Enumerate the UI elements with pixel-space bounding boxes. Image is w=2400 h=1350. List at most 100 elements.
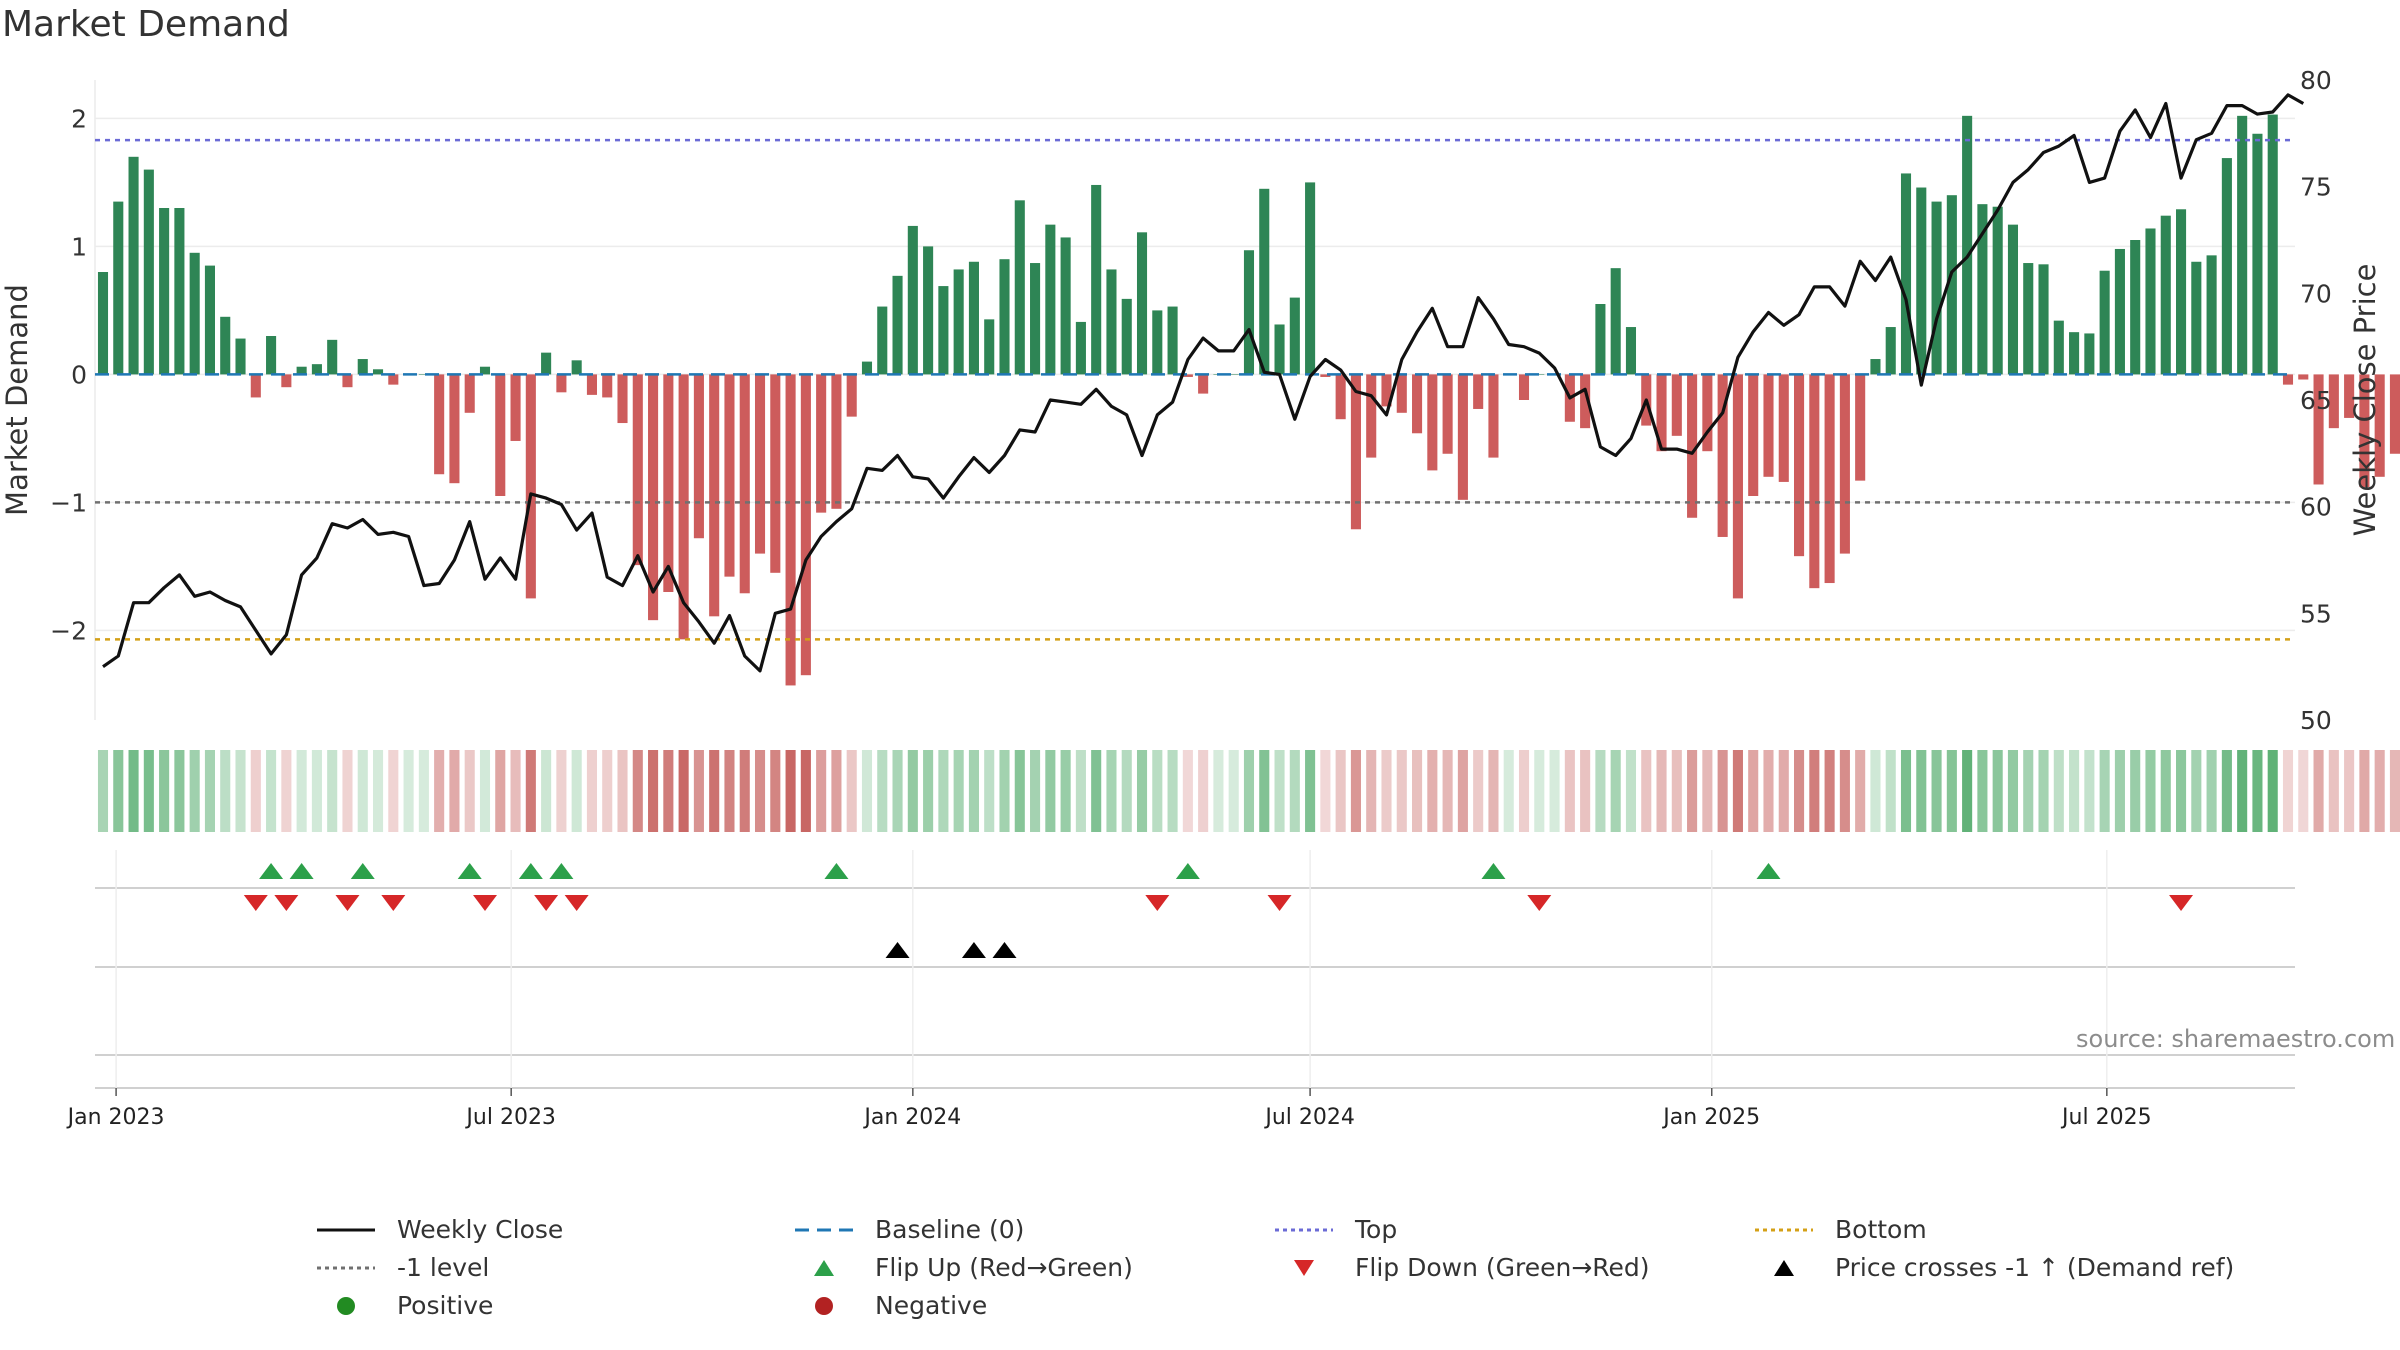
x-tick-label: Jul 2024	[1263, 1105, 1355, 1130]
positive-bar	[2007, 224, 2019, 375]
left-axis-label: Market Demand	[0, 284, 34, 516]
positive-bar	[953, 269, 964, 375]
heat-cell	[648, 750, 659, 832]
negative-bar	[525, 374, 536, 599]
heat-cell	[1916, 750, 1927, 832]
positive-bar	[2267, 114, 2278, 375]
flip-down-marker	[564, 895, 589, 911]
positive-bar	[938, 286, 949, 375]
positive-bar	[1610, 268, 1621, 375]
heat-cell	[2007, 750, 2019, 832]
positive-bar	[266, 336, 277, 375]
positive-bar	[128, 156, 139, 375]
negative-bar	[1335, 374, 1346, 420]
flip-up-marker	[549, 863, 574, 879]
heat-cell	[816, 750, 827, 832]
heat-cell	[372, 750, 384, 832]
flip-down-marker	[381, 895, 406, 911]
heat-cell	[1931, 750, 1942, 832]
heat-cell	[678, 750, 689, 832]
heat-cell	[1885, 750, 1896, 832]
heat-cell	[877, 750, 888, 832]
heat-cell	[770, 750, 781, 832]
negative-bar	[342, 374, 353, 388]
negative-bar	[632, 374, 643, 566]
positive-bar	[1625, 327, 1637, 375]
positive-bar	[1977, 204, 1988, 375]
negative-bar	[816, 374, 827, 513]
legend-label: Flip Down (Green→Red)	[1355, 1253, 1650, 1282]
heat-cell	[1106, 750, 1117, 832]
positive-bar	[1992, 206, 2003, 375]
heat-cell	[2344, 750, 2355, 832]
heat-cell	[174, 750, 185, 832]
heat-cell	[1946, 750, 1957, 832]
heat-cell	[2313, 750, 2324, 832]
heat-cell	[2099, 750, 2110, 832]
legend-label: Top	[1355, 1215, 1398, 1244]
negative-bar	[1778, 374, 1789, 482]
positive-bar	[418, 374, 429, 375]
heat-cell	[1152, 750, 1163, 832]
heat-cell	[2237, 750, 2248, 832]
negative-bar	[388, 374, 399, 385]
flip-up-marker	[259, 863, 284, 879]
heat-cell	[479, 750, 491, 832]
heat-cell	[418, 750, 429, 832]
positive-bar	[892, 275, 903, 375]
heat-cell	[632, 750, 643, 832]
heat-cell	[1962, 750, 1973, 832]
heat-cell	[724, 750, 735, 832]
negative-bar	[678, 374, 689, 640]
negative-bar	[754, 374, 766, 554]
negative-bar	[602, 374, 613, 398]
negative-bar	[663, 374, 674, 592]
negative-bar	[831, 374, 842, 509]
positive-bar	[1534, 374, 1545, 375]
positive-bar	[143, 169, 154, 375]
heat-cell	[1794, 750, 1805, 832]
left-tick-label: 0	[71, 360, 87, 389]
positive-bar	[2053, 320, 2064, 375]
heat-cell	[281, 750, 292, 832]
positive-bar	[999, 259, 1010, 375]
negative-bar	[281, 374, 292, 388]
heat-cell	[296, 750, 307, 832]
heat-cell	[204, 750, 216, 832]
price-cross-marker	[885, 942, 910, 958]
negative-bar	[495, 374, 506, 496]
heat-cell	[602, 750, 613, 832]
heat-cell	[1488, 750, 1499, 832]
negative-bar	[2313, 374, 2324, 485]
weekly-close-line	[102, 93, 2305, 673]
heat-cell	[159, 750, 170, 832]
positive-bar	[372, 369, 384, 375]
legend-label: Negative	[875, 1291, 988, 1320]
heat-cell	[1030, 750, 1041, 832]
heat-cell	[1198, 750, 1209, 832]
negative-bar	[2344, 374, 2355, 418]
positive-bar	[2252, 133, 2263, 375]
negative-bar	[1457, 374, 1468, 500]
legend-item-baseline: Baseline (0)	[793, 1215, 1024, 1244]
positive-bar	[2038, 264, 2049, 375]
left-tick-label: 2	[71, 104, 87, 133]
heat-cell	[2374, 750, 2385, 832]
heat-cell	[1687, 750, 1698, 832]
heat-cell	[1702, 750, 1713, 832]
heat-cell	[1641, 750, 1652, 832]
negative-bar	[510, 374, 521, 441]
positive-bar	[1946, 195, 1957, 375]
heat-cell	[525, 750, 536, 832]
legend-label: Price crosses -1 ↑ (Demand ref)	[1835, 1253, 2235, 1282]
positive-bar	[907, 225, 918, 375]
negative-bar	[250, 374, 261, 398]
x-tick-label: Jul 2025	[2060, 1105, 2152, 1130]
x-axis: Jan 2023 Jul 2023 Jan 2024 Jul 2024 Jan 2025…	[66, 850, 2295, 1130]
heat-cell	[1580, 750, 1591, 832]
negative-bar	[1809, 374, 1820, 589]
flip-up-marker	[1175, 863, 1200, 879]
negative-bar	[1473, 374, 1484, 409]
positive-bar	[2114, 248, 2125, 375]
heat-cell	[571, 750, 582, 832]
